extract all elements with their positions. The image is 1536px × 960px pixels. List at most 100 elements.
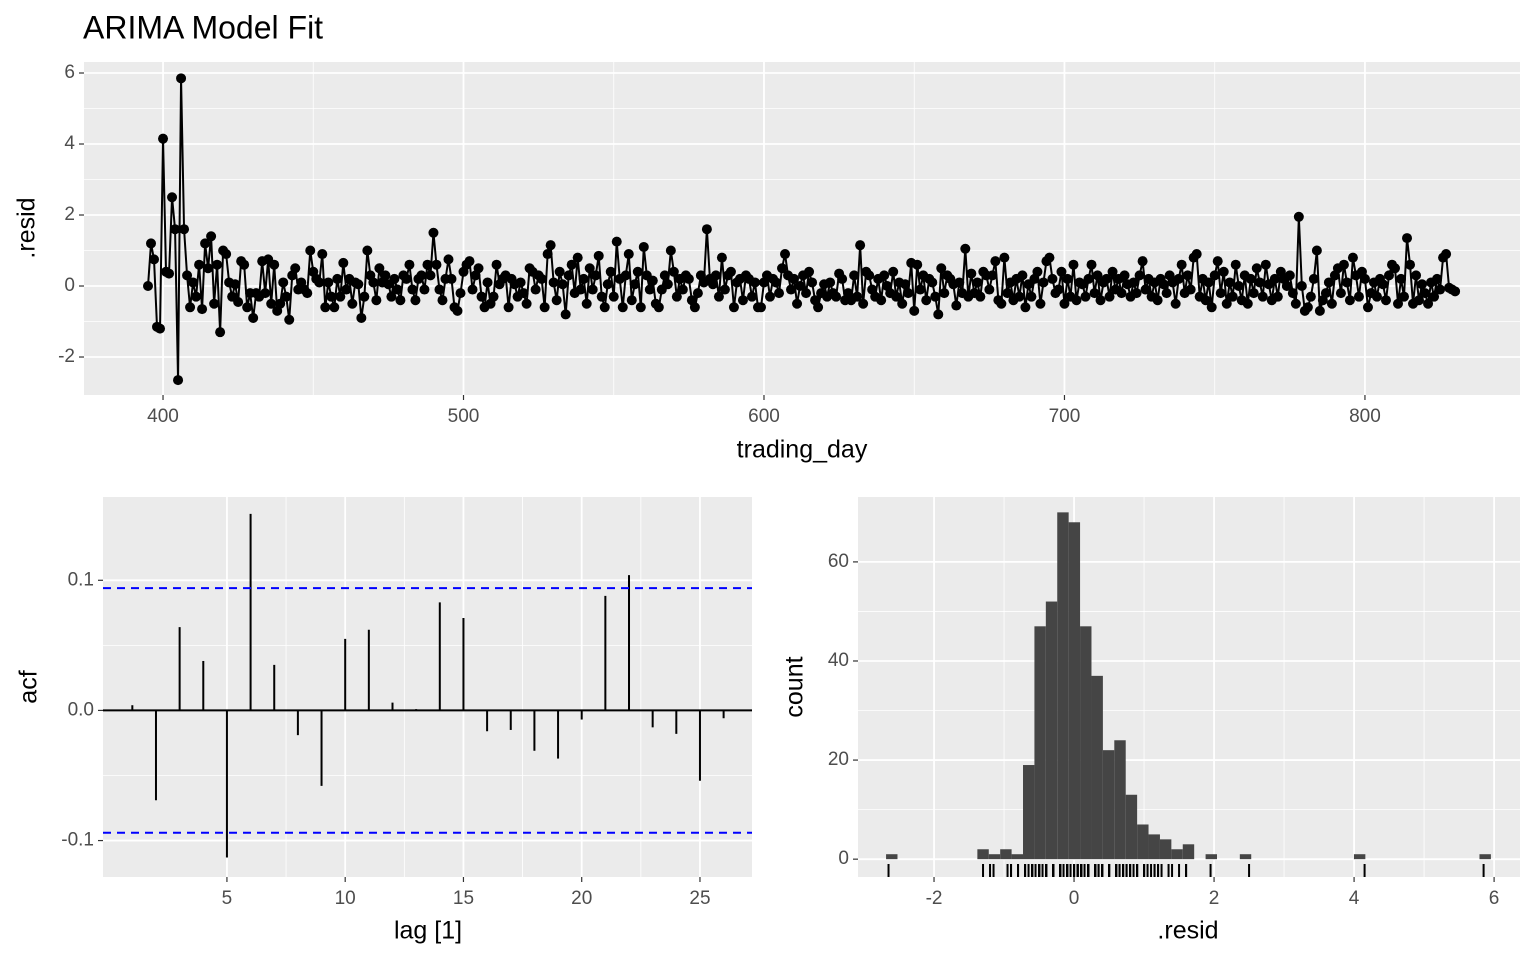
resid-point	[422, 259, 433, 270]
resid-point	[185, 302, 196, 313]
resid-point	[1086, 259, 1097, 270]
resid-point	[203, 263, 214, 274]
resid-point	[990, 256, 1001, 267]
resid-point	[1311, 245, 1322, 256]
resid-point	[665, 245, 676, 256]
resid-point	[1176, 259, 1187, 270]
resid-point	[1068, 259, 1079, 270]
resid-point	[338, 257, 349, 268]
resid-point	[1326, 298, 1337, 309]
resid-point	[332, 273, 343, 284]
resid-point	[359, 291, 370, 302]
resid-point	[371, 295, 382, 306]
x-tick-label: 4	[1349, 888, 1360, 909]
resid-point	[173, 375, 184, 386]
resid-point	[1032, 266, 1043, 277]
resid-point	[281, 291, 292, 302]
resid-point	[1383, 270, 1394, 281]
resid-point	[662, 279, 673, 290]
resid-point	[464, 256, 475, 267]
resid-point	[1218, 266, 1229, 277]
resid-point	[960, 243, 971, 254]
resid-point	[584, 263, 595, 274]
histogram-bar	[1102, 750, 1115, 860]
resid-point	[692, 288, 703, 299]
resid-point	[455, 288, 466, 299]
x-tick-label: 700	[1049, 406, 1081, 427]
resid-point	[539, 302, 550, 313]
resid-point	[888, 266, 899, 277]
resid-point	[1290, 298, 1301, 309]
resid-point	[1411, 270, 1422, 281]
resid-point	[1269, 273, 1280, 284]
resid-point	[1380, 295, 1391, 306]
histogram-bar	[1125, 794, 1138, 860]
y-tick-label: 0.1	[68, 569, 94, 590]
resid-point	[1251, 263, 1262, 274]
x-tick-label: 15	[453, 888, 474, 909]
resid-point	[1062, 273, 1073, 284]
resid-point	[1095, 295, 1106, 306]
resid-point	[1116, 288, 1127, 299]
resid-point	[629, 279, 640, 290]
resid-point	[1284, 270, 1295, 281]
resid-point	[1134, 270, 1145, 281]
resid-point	[446, 273, 457, 284]
resid-point	[476, 291, 487, 302]
resid-point	[771, 277, 782, 288]
resid-point	[1287, 288, 1298, 299]
resid-point	[623, 249, 634, 260]
resid-point	[632, 266, 643, 277]
resid-point	[401, 273, 412, 284]
x-tick-label: 6	[1489, 888, 1500, 909]
panel-background	[103, 497, 752, 877]
y-axis-title: count	[781, 656, 809, 717]
resid-point	[864, 270, 875, 281]
resid-point	[1104, 291, 1115, 302]
resid-point	[167, 192, 178, 203]
resid-point	[404, 259, 415, 270]
histogram-bar	[1057, 512, 1069, 860]
resid-point	[1423, 298, 1434, 309]
resid-point	[764, 291, 775, 302]
resid-point	[1405, 259, 1416, 270]
resid-point	[305, 245, 316, 256]
resid-point	[1002, 288, 1013, 299]
resid-point	[155, 323, 166, 334]
resid-point	[831, 291, 842, 302]
resid-point	[1152, 295, 1163, 306]
resid-point	[915, 284, 926, 295]
resid-point	[473, 263, 484, 274]
resid-point	[1107, 266, 1118, 277]
resid-point	[326, 291, 337, 302]
resid-point	[939, 288, 950, 299]
resid-point	[1071, 295, 1082, 306]
histogram-bar	[988, 854, 1001, 860]
resid-point	[647, 275, 658, 286]
resid-point	[1140, 284, 1151, 295]
resid-point	[789, 273, 800, 284]
resid-point	[146, 238, 157, 249]
resid-point	[644, 284, 655, 295]
resid-point	[987, 270, 998, 281]
resid-point	[221, 249, 232, 260]
resid-point	[1293, 211, 1304, 222]
resid-point	[780, 249, 791, 260]
histogram-bar	[1023, 765, 1035, 860]
resid-point	[353, 279, 364, 290]
x-tick-label: 20	[571, 888, 592, 909]
resid-point	[792, 298, 803, 309]
resid-point	[197, 304, 208, 315]
resid-point	[653, 302, 664, 313]
resid-point	[849, 270, 860, 281]
resid-point	[149, 254, 160, 265]
y-tick-label: 4	[64, 133, 75, 154]
resid-point	[1254, 277, 1265, 288]
resid-point	[701, 224, 712, 235]
resid-point	[1092, 270, 1103, 281]
resid-point	[608, 291, 619, 302]
resid-point	[713, 291, 724, 302]
resid-point	[1161, 288, 1172, 299]
resid-point	[596, 291, 607, 302]
resid-point	[560, 309, 571, 320]
